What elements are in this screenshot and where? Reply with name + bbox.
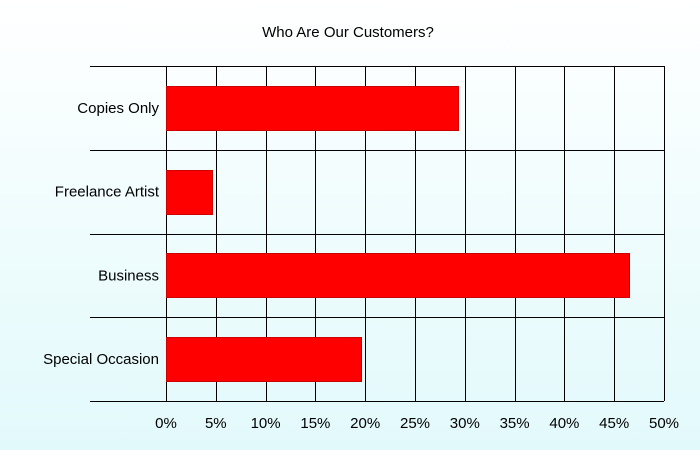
- x-tick-label: 45%: [599, 415, 629, 432]
- x-tick-label: 25%: [400, 415, 430, 432]
- x-tick-label: 50%: [649, 415, 679, 432]
- bar: [166, 170, 213, 215]
- x-tick-label: 0%: [155, 415, 177, 432]
- x-tick-label: 10%: [251, 415, 281, 432]
- category-label: Copies Only: [77, 100, 159, 117]
- x-tick-label: 20%: [350, 415, 380, 432]
- category-label: Freelance Artist: [55, 184, 160, 201]
- bar: [166, 86, 459, 131]
- x-tick-label: 30%: [450, 415, 480, 432]
- category-label: Business: [98, 267, 159, 284]
- bar: [166, 253, 631, 298]
- x-tick-label: 35%: [500, 415, 530, 432]
- category-label: Special Occasion: [43, 351, 159, 368]
- x-tick-label: 5%: [205, 415, 227, 432]
- bar: [166, 337, 363, 382]
- x-tick-label: 40%: [549, 415, 579, 432]
- x-tick-label: 15%: [300, 415, 330, 432]
- chart-title: Who Are Our Customers?: [262, 24, 434, 41]
